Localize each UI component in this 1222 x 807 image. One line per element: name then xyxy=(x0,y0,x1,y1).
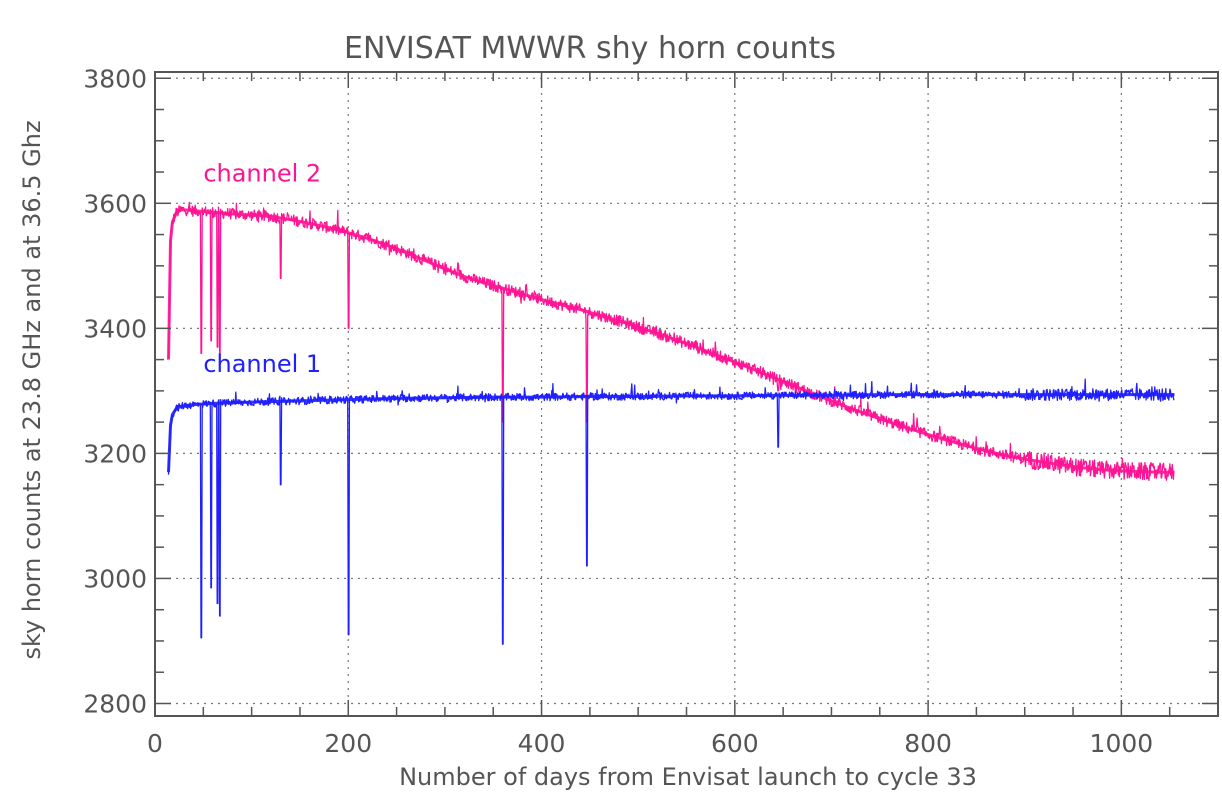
x-tick-label: 800 xyxy=(904,729,952,758)
annotations: channel 2 channel 1 xyxy=(203,159,321,378)
x-tick-label: 0 xyxy=(147,729,163,758)
y-tick-label: 3600 xyxy=(83,189,147,218)
y-tick-label: 2800 xyxy=(83,689,147,718)
y-tick-label: 3800 xyxy=(83,64,147,93)
x-tick-label: 1000 xyxy=(1090,729,1154,758)
series-trend-channel-1 xyxy=(167,393,1175,473)
series-label-channel-1: channel 1 xyxy=(203,350,321,378)
x-tick-label: 400 xyxy=(518,729,566,758)
y-tick-label: 3400 xyxy=(83,314,147,343)
series-label-channel-2: channel 2 xyxy=(203,159,321,187)
y-tick-label: 3200 xyxy=(83,439,147,468)
ticks: 0 200 400 600 800 1000 2800 3000 3200 3400 3600 380… xyxy=(83,64,1219,758)
y-axis-title: sky horn counts at 23.8 GHz and at 36.5 … xyxy=(18,120,46,659)
series-line-channel-1 xyxy=(167,378,1175,645)
series-trend-channel-2 xyxy=(167,208,1175,474)
chart-title: ENVISAT MWWR shy horn counts xyxy=(344,31,836,66)
x-tick-label: 200 xyxy=(324,729,372,758)
series-line-channel-2 xyxy=(167,201,1175,482)
x-tick-label: 600 xyxy=(711,729,759,758)
plot-area xyxy=(167,201,1175,645)
y-tick-label: 3000 xyxy=(83,564,147,593)
x-axis-title: Number of days from Envisat launch to cy… xyxy=(399,763,977,791)
